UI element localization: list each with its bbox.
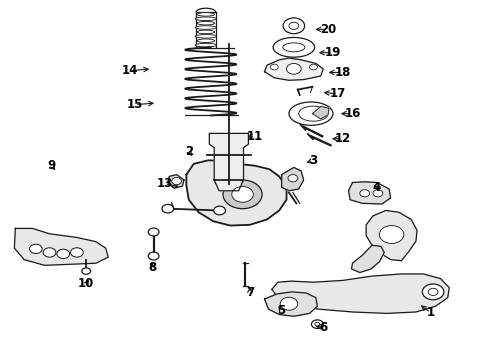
Polygon shape [168, 175, 184, 188]
Circle shape [172, 177, 181, 185]
Polygon shape [366, 211, 417, 261]
Circle shape [360, 190, 369, 197]
Circle shape [29, 244, 42, 253]
Ellipse shape [197, 21, 215, 25]
Polygon shape [348, 182, 391, 204]
Circle shape [43, 248, 56, 257]
Text: 14: 14 [122, 64, 138, 77]
Ellipse shape [273, 37, 315, 57]
Ellipse shape [195, 17, 217, 21]
Ellipse shape [299, 106, 328, 121]
Text: 9: 9 [48, 159, 56, 172]
Text: 5: 5 [277, 305, 286, 318]
Text: 15: 15 [127, 98, 143, 111]
Polygon shape [265, 58, 323, 80]
Circle shape [162, 204, 173, 213]
Circle shape [283, 18, 305, 34]
Circle shape [280, 297, 298, 310]
Circle shape [379, 226, 404, 243]
Circle shape [287, 63, 301, 74]
Polygon shape [214, 180, 244, 191]
Text: 7: 7 [246, 287, 254, 300]
Polygon shape [14, 228, 108, 265]
Text: 12: 12 [335, 132, 351, 145]
Circle shape [422, 284, 444, 300]
Text: 17: 17 [330, 87, 346, 100]
Text: 8: 8 [148, 261, 156, 274]
Text: 11: 11 [246, 130, 263, 144]
Ellipse shape [289, 102, 333, 125]
Circle shape [289, 22, 299, 30]
Circle shape [310, 64, 318, 70]
Text: 3: 3 [309, 154, 318, 167]
Circle shape [57, 249, 70, 258]
Circle shape [373, 190, 383, 197]
Text: 10: 10 [78, 278, 95, 291]
Text: 19: 19 [325, 46, 341, 59]
Polygon shape [209, 134, 248, 180]
Text: 16: 16 [344, 107, 361, 120]
Text: 13: 13 [156, 177, 172, 190]
Polygon shape [351, 245, 384, 273]
Ellipse shape [197, 13, 215, 16]
Circle shape [315, 322, 320, 326]
Polygon shape [272, 274, 449, 314]
Circle shape [214, 206, 225, 215]
Text: 4: 4 [373, 181, 381, 194]
Text: 20: 20 [320, 23, 336, 36]
Circle shape [312, 320, 323, 328]
Circle shape [232, 186, 253, 202]
Ellipse shape [195, 26, 217, 29]
Ellipse shape [197, 30, 215, 34]
Ellipse shape [195, 35, 217, 38]
Text: 2: 2 [185, 145, 193, 158]
Circle shape [288, 175, 298, 182]
Circle shape [428, 288, 438, 296]
Polygon shape [265, 292, 318, 316]
Text: 6: 6 [319, 320, 327, 333]
Text: 1: 1 [427, 306, 435, 319]
Ellipse shape [283, 43, 305, 52]
Ellipse shape [195, 43, 217, 47]
Polygon shape [313, 107, 329, 119]
Ellipse shape [197, 39, 215, 42]
Circle shape [71, 248, 83, 257]
Circle shape [148, 252, 159, 260]
Polygon shape [282, 167, 304, 191]
Circle shape [148, 228, 159, 236]
Circle shape [270, 64, 278, 70]
Circle shape [82, 268, 91, 274]
Polygon shape [186, 160, 287, 226]
Text: 18: 18 [335, 66, 351, 79]
Circle shape [223, 180, 262, 209]
